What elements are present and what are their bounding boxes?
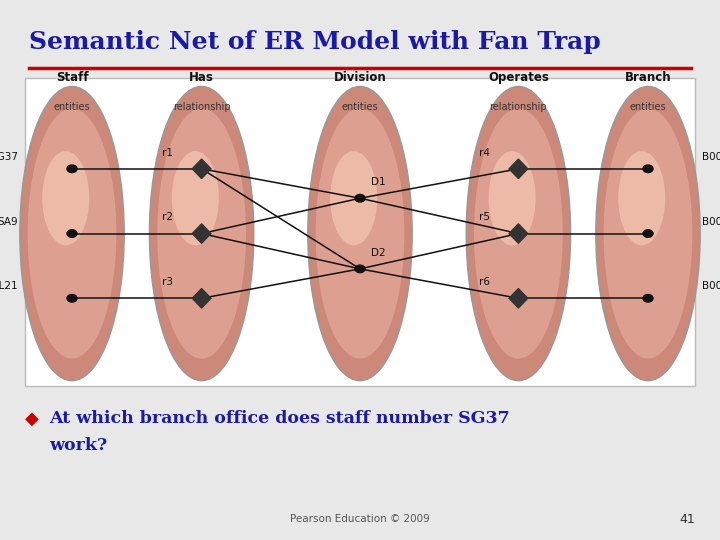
- Polygon shape: [192, 288, 211, 308]
- Text: B003: B003: [702, 152, 720, 162]
- Ellipse shape: [307, 86, 412, 381]
- Polygon shape: [192, 159, 211, 179]
- Text: 41: 41: [679, 513, 695, 526]
- Ellipse shape: [27, 109, 117, 359]
- Text: Branch: Branch: [625, 71, 671, 84]
- Ellipse shape: [42, 151, 89, 245]
- Text: D2: D2: [371, 248, 385, 258]
- Text: Has: Has: [189, 71, 214, 84]
- Circle shape: [67, 294, 77, 302]
- Text: relationship: relationship: [490, 102, 547, 112]
- Text: work?: work?: [49, 437, 107, 454]
- Ellipse shape: [489, 151, 536, 245]
- Text: relationship: relationship: [173, 102, 230, 112]
- Text: r2: r2: [162, 212, 173, 222]
- Ellipse shape: [467, 86, 571, 381]
- Circle shape: [67, 230, 77, 238]
- Text: r4: r4: [479, 147, 490, 158]
- Text: entities: entities: [630, 102, 666, 112]
- Text: SG37: SG37: [0, 152, 18, 162]
- Ellipse shape: [603, 109, 693, 359]
- Ellipse shape: [172, 151, 219, 245]
- Text: At which branch office does staff number SG37: At which branch office does staff number…: [49, 410, 510, 427]
- Bar: [25, 78, 695, 386]
- Text: r5: r5: [479, 212, 490, 222]
- Text: B007: B007: [702, 217, 720, 227]
- Text: entities: entities: [342, 102, 378, 112]
- Ellipse shape: [20, 86, 124, 381]
- Polygon shape: [509, 288, 528, 308]
- Text: SA9: SA9: [0, 217, 18, 227]
- Circle shape: [355, 265, 365, 273]
- Text: ◆: ◆: [25, 409, 39, 428]
- Ellipse shape: [330, 151, 377, 245]
- Text: entities: entities: [54, 102, 90, 112]
- Text: B005: B005: [702, 281, 720, 292]
- Circle shape: [355, 194, 365, 202]
- Text: r6: r6: [479, 277, 490, 287]
- Circle shape: [643, 165, 653, 173]
- Circle shape: [643, 294, 653, 302]
- Ellipse shape: [157, 109, 246, 359]
- Text: r1: r1: [162, 147, 173, 158]
- Ellipse shape: [618, 151, 665, 245]
- Circle shape: [67, 165, 77, 173]
- Text: Semantic Net of ER Model with Fan Trap: Semantic Net of ER Model with Fan Trap: [29, 30, 600, 53]
- Ellipse shape: [596, 86, 701, 381]
- Polygon shape: [192, 224, 211, 243]
- Text: D1: D1: [371, 177, 385, 187]
- Ellipse shape: [474, 109, 563, 359]
- Polygon shape: [509, 224, 528, 243]
- Text: Division: Division: [333, 71, 387, 84]
- Text: Staff: Staff: [55, 71, 89, 84]
- Ellipse shape: [315, 109, 405, 359]
- Text: SL21: SL21: [0, 281, 18, 292]
- Text: Operates: Operates: [488, 71, 549, 84]
- Text: r3: r3: [162, 277, 173, 287]
- Text: Pearson Education © 2009: Pearson Education © 2009: [290, 515, 430, 524]
- Circle shape: [643, 230, 653, 238]
- Polygon shape: [509, 159, 528, 179]
- Ellipse shape: [150, 86, 254, 381]
